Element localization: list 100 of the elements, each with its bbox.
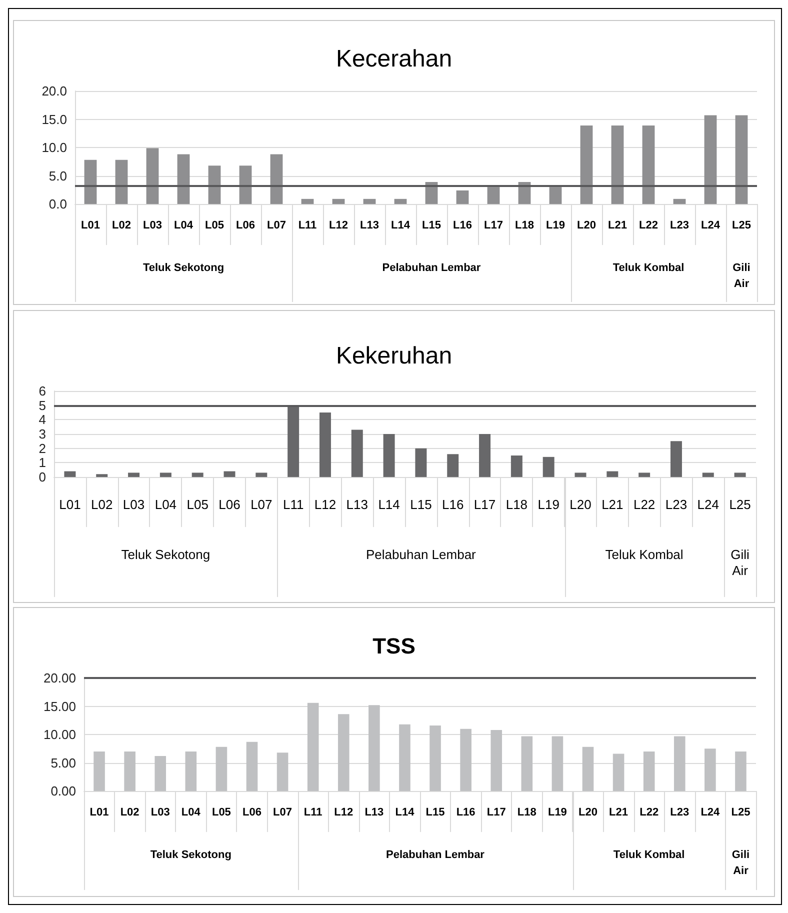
y-tick-label: 20.00 [43,670,76,686]
y-tick-label: 0 [38,470,46,484]
bar [670,441,682,477]
x-tick-label: L20 [578,806,598,818]
x-tick-label: L05 [212,806,231,818]
chart-title: TSS [372,634,416,658]
x-tick-label: L14 [391,220,411,232]
bar [574,472,586,477]
bar [115,160,128,204]
x-tick-label: L13 [360,220,379,232]
text: Gili Air [730,848,751,879]
bar [332,198,345,204]
bar [177,154,190,204]
bar [301,198,314,204]
x-tick-label: L24 [701,220,721,232]
text: Teluk Kombal [612,261,686,276]
bar [611,125,624,204]
x-tick-label: L17 [484,220,503,232]
bar [368,705,380,791]
bar [479,434,491,477]
text: Teluk Kombal [612,848,686,863]
bar [735,751,746,791]
x-tick-label: L22 [639,220,658,232]
x-tick-label: L21 [609,806,628,818]
x-tick-label: L13 [346,497,368,512]
bar [307,702,319,791]
x-tick-label: L20 [577,220,596,232]
x-tick-label: L18 [517,806,536,818]
x-tick-label: L23 [670,220,689,232]
bar [510,456,522,477]
x-tick-label: L18 [515,220,534,232]
y-tick-label: 15.0 [42,112,67,127]
x-tick-label: L07 [273,806,292,818]
text: Pelabuhan Lembar [365,547,477,563]
bar [64,471,76,477]
y-tick-label: 0.00 [50,784,76,798]
bar [430,725,441,791]
x-tick-label: L24 [700,806,721,818]
y-tick-label: 5.0 [48,168,67,184]
bar [276,752,288,791]
bar [288,405,300,477]
bar [319,412,331,477]
x-tick-label: L13 [364,806,384,818]
bar [94,751,105,791]
y-tick-label: 4 [38,412,46,428]
bar [642,125,655,204]
x-tick-label: L12 [334,806,354,818]
x-tick-label: L06 [242,806,262,818]
bar [239,166,252,204]
x-tick-label: L02 [120,806,140,818]
bar [338,714,350,791]
bar [256,472,268,477]
bar [582,746,594,791]
text: Pelabuhan Lembar [385,848,486,863]
text: Pelabuhan Lembar [381,261,482,276]
bar [702,472,714,477]
y-tick-label: 3 [38,426,46,442]
bar [192,472,204,477]
x-tick-label: L01 [59,497,81,512]
bar [447,454,459,477]
bar [643,751,655,791]
bar [383,434,395,477]
bar [128,472,140,477]
x-tick-label: L18 [506,497,528,512]
x-tick-label: L02 [91,497,113,512]
y-tick-label: 1 [38,455,46,470]
bar [246,742,258,791]
bar [552,736,564,791]
bar [185,751,197,791]
bar [490,730,502,791]
y-tick-label: 2 [38,440,46,456]
x-tick-label: L06 [236,220,255,232]
bar [673,198,686,204]
bar [704,115,717,204]
bar [612,754,624,791]
y-tick-label: 10.0 [42,140,67,155]
x-tick-label: L16 [453,220,472,232]
bar [460,728,472,791]
text: Teluk Kombal [604,547,684,563]
bar [542,456,554,477]
x-tick-label: L16 [456,806,476,818]
y-tick-label: 10.00 [43,727,76,742]
bar [606,471,618,477]
bar [638,472,650,477]
bar [96,474,108,477]
x-tick-label: L23 [670,806,690,818]
x-tick-label: L04 [181,806,202,818]
x-tick-label: L15 [410,497,432,512]
bar [487,187,500,204]
bar [580,125,593,204]
bar [124,751,136,791]
x-tick-label: L07 [267,220,286,232]
x-tick-label: L17 [474,497,496,512]
bar [154,756,166,791]
x-tick-label: L12 [314,497,336,512]
chart-title: Kecerahan [336,46,452,72]
bar [363,198,376,204]
x-tick-label: L01 [90,806,109,818]
x-tick-label: L17 [486,806,506,818]
bar [146,148,159,204]
